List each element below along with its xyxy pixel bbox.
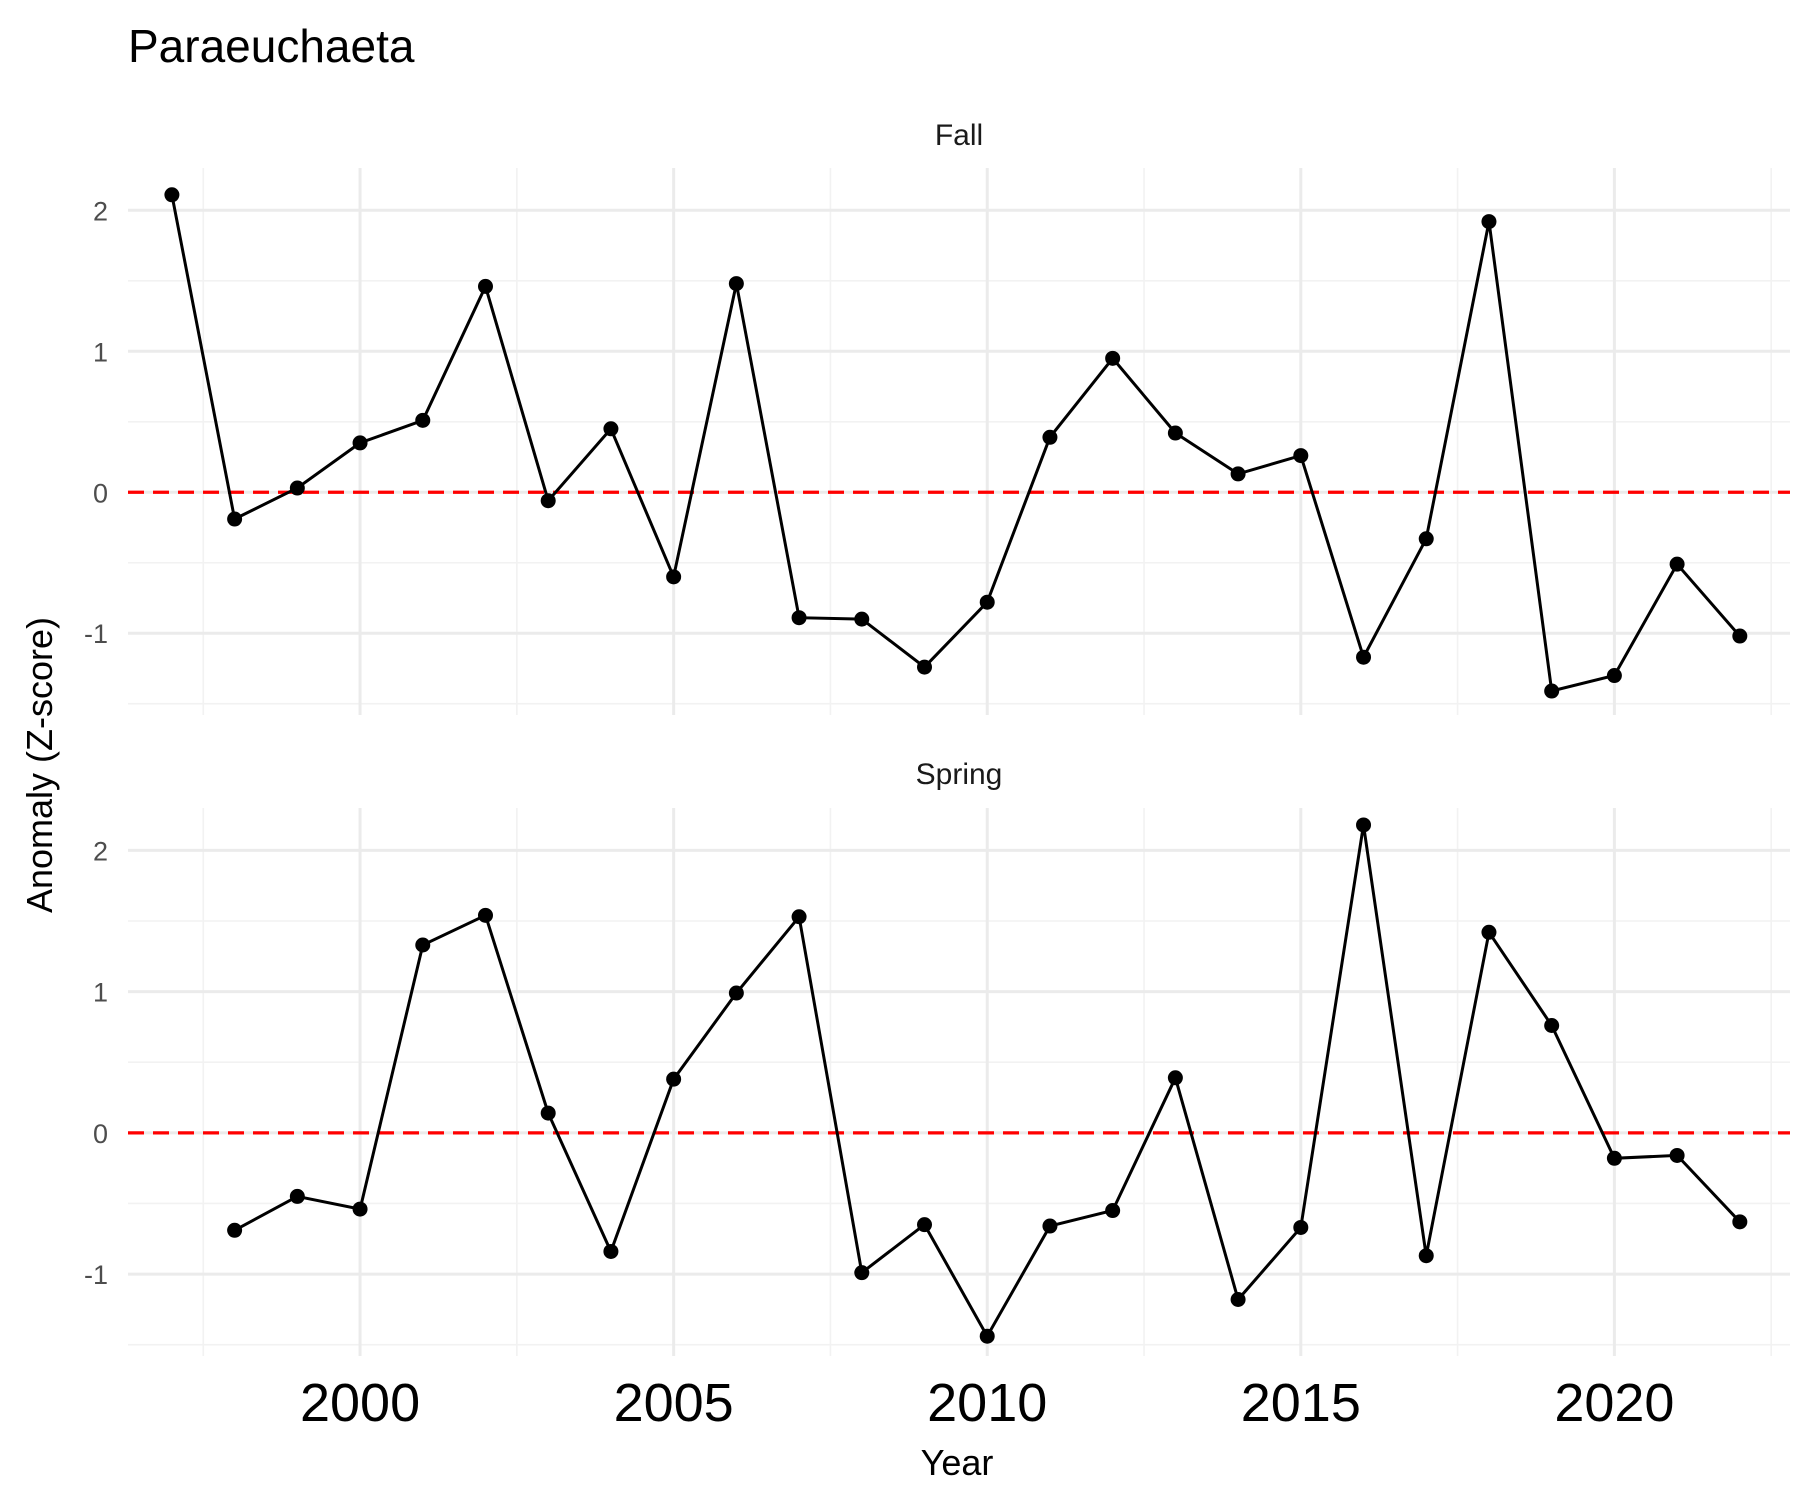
data-point: [1669, 1147, 1685, 1163]
data-point: [1606, 1150, 1622, 1166]
y-tick-label: -1: [84, 619, 108, 649]
data-point: [666, 1071, 682, 1087]
data-point: [854, 1265, 870, 1281]
x-tick-label: 2005: [614, 1373, 734, 1433]
y-tick-label: 2: [93, 196, 108, 226]
data-point: [1481, 214, 1497, 230]
panel-spring: Spring -1 0 1 2: [84, 758, 1790, 1356]
x-axis-ticks: 2000 2005 2010 2015 2020: [300, 1373, 1674, 1433]
data-point: [979, 1328, 995, 1344]
data-point: [1606, 668, 1622, 684]
data-point: [415, 412, 431, 428]
data-point: [1293, 448, 1309, 464]
data-point: [164, 187, 180, 203]
chart-title: Paraeuchaeta: [128, 20, 415, 72]
data-point: [540, 493, 556, 509]
x-tick-label: 2010: [927, 1373, 1047, 1433]
y-tick-label: 0: [93, 478, 108, 508]
data-point: [1732, 1214, 1748, 1230]
data-point: [603, 421, 619, 437]
data-point: [1356, 817, 1372, 833]
data-point: [1418, 1248, 1434, 1264]
y-axis-label: Anomaly (Z-score): [19, 617, 60, 913]
panel-strip-label: Fall: [935, 119, 983, 152]
data-point: [477, 278, 493, 294]
data-point: [1105, 350, 1121, 366]
x-axis-label: Year: [921, 1442, 994, 1483]
data-point: [1230, 1292, 1246, 1308]
data-point: [1418, 531, 1434, 547]
data-point: [854, 611, 870, 627]
data-point: [979, 594, 995, 610]
data-point: [1105, 1203, 1121, 1219]
data-point: [1732, 628, 1748, 644]
x-tick-label: 2020: [1554, 1373, 1674, 1433]
data-point: [1481, 924, 1497, 940]
panel-fall: Fall -1 0 1 2: [84, 119, 1790, 715]
data-point: [1230, 466, 1246, 482]
x-tick-label: 2015: [1241, 1373, 1361, 1433]
data-point: [791, 610, 807, 626]
y-tick-label: 0: [93, 1119, 108, 1149]
data-point: [477, 907, 493, 923]
data-point: [791, 909, 807, 925]
y-tick-label: 1: [93, 337, 108, 367]
data-point: [1669, 556, 1685, 572]
x-tick-label: 2000: [300, 1373, 420, 1433]
panel-strip-label: Spring: [916, 758, 1003, 791]
data-point: [1042, 429, 1058, 445]
data-point: [1167, 425, 1183, 441]
data-point: [1544, 1018, 1560, 1034]
data-point: [1356, 649, 1372, 665]
data-point: [1544, 683, 1560, 699]
data-point: [917, 1217, 933, 1233]
data-point: [728, 276, 744, 292]
y-tick-label: 2: [93, 836, 108, 866]
data-point: [227, 511, 243, 527]
data-point: [728, 985, 744, 1001]
series-line: [170, 194, 1741, 693]
y-tick-label: -1: [84, 1260, 108, 1290]
data-point: [540, 1105, 556, 1121]
data-point: [603, 1243, 619, 1259]
data-point: [917, 659, 933, 675]
data-point: [1167, 1070, 1183, 1086]
data-point: [289, 1188, 305, 1204]
data-point: [352, 435, 368, 451]
data-point: [352, 1201, 368, 1217]
data-point: [1293, 1219, 1309, 1235]
y-tick-label: 1: [93, 978, 108, 1008]
data-point: [289, 480, 305, 496]
data-point: [227, 1222, 243, 1238]
data-point: [1042, 1218, 1058, 1234]
data-point: [415, 937, 431, 953]
data-point: [666, 569, 682, 585]
